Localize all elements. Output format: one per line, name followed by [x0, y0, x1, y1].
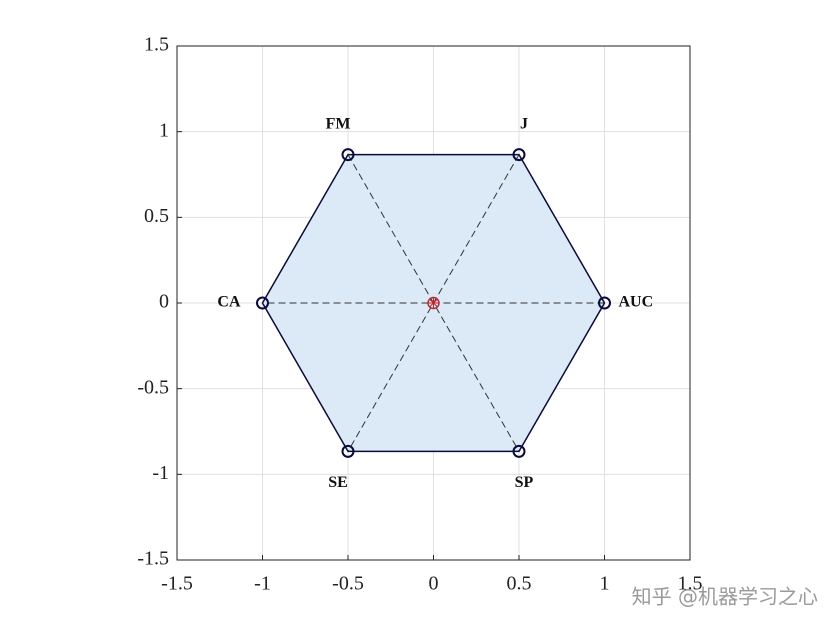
y-tick-label: -0.5 [137, 376, 169, 398]
vertex-label: SP [515, 474, 534, 491]
plot-frame [176, 45, 691, 561]
vertex-label: CA [217, 294, 241, 311]
y-tick-label: 1 [159, 119, 169, 141]
vertex-marker [341, 148, 355, 162]
x-tick-label: -0.5 [332, 573, 364, 595]
x-tick-label: -1 [254, 573, 271, 595]
vertex-label: SE [328, 474, 348, 491]
vertex-marker [512, 148, 526, 162]
y-tick-label: 1.5 [144, 34, 169, 56]
x-tick-label: -1.5 [161, 573, 193, 595]
y-tick-label: 0 [159, 291, 169, 313]
watermark: 知乎 @机器学习之心 [632, 585, 818, 609]
center-star [428, 298, 439, 308]
vertex-label: FM [326, 115, 351, 132]
x-tick-label: 1.5 [678, 573, 703, 595]
vertex-marker [256, 296, 269, 310]
x-tick-label: 0.5 [507, 573, 532, 595]
y-tick-label: 0.5 [144, 205, 169, 227]
y-tick-label: -1.5 [137, 548, 169, 570]
x-tick-label: 0 [429, 573, 439, 595]
vertex-marker [512, 444, 526, 458]
center-marker [427, 296, 440, 310]
vertex-label: J [520, 115, 528, 132]
vertex-marker [341, 444, 355, 458]
y-tick-label: -1 [152, 462, 169, 484]
vertex-marker [598, 296, 611, 310]
vertex-label: AUC [619, 294, 654, 311]
x-tick-label: 1 [600, 573, 610, 595]
